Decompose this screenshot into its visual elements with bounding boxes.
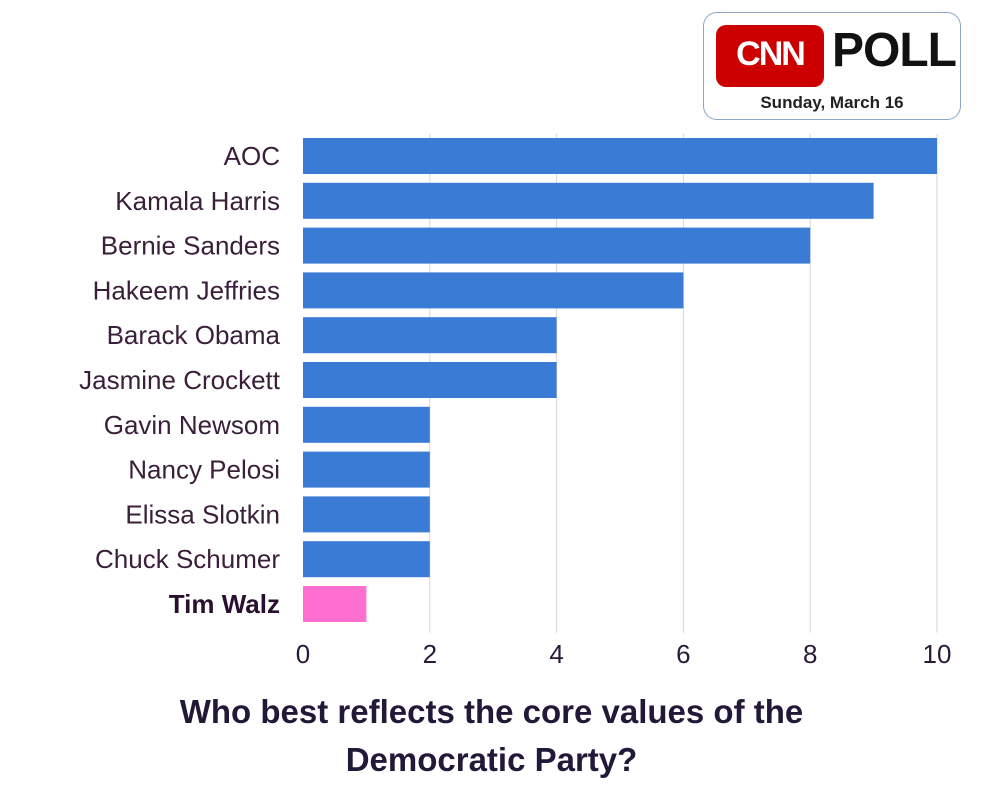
poll-label: POLL (832, 24, 957, 77)
bar-elissa-slotkin (303, 496, 430, 533)
bar-nancy-pelosi (303, 451, 430, 488)
category-label: Tim Walz (169, 589, 280, 619)
bar-jasmine-crockett (303, 362, 557, 398)
bar-chart: AOC Kamala Harris Bernie Sanders Hakeem Jef… (79, 134, 952, 669)
cnn-poll-badge: CNN POLL Sunday, March 16 (703, 12, 961, 120)
category-label: Gavin Newsom (104, 410, 280, 440)
cnn-logo: CNN (716, 25, 824, 87)
bar-aoc (303, 138, 937, 174)
x-tick-label: 2 (423, 639, 437, 669)
poll-date: Sunday, March 16 (760, 93, 904, 112)
chart-title: Who best reflects the core values of the… (0, 688, 983, 784)
chart-title-line-2: Democratic Party? (345, 741, 638, 778)
x-tick-label: 4 (549, 639, 563, 669)
bar-bernie-sanders (303, 227, 811, 264)
category-label: Bernie Sanders (101, 231, 280, 261)
x-tick-label: 8 (803, 639, 817, 669)
category-label: Elissa Slotkin (125, 499, 280, 529)
chart-title-line-1: Who best reflects the core values of the (179, 693, 804, 730)
category-label: Nancy Pelosi (128, 455, 280, 485)
category-label: AOC (224, 141, 280, 171)
category-label: Chuck Schumer (95, 544, 280, 574)
category-label: Hakeem Jeffries (93, 275, 280, 305)
bar-gavin-newsom (303, 406, 430, 443)
category-label: Kamala Harris (115, 186, 280, 216)
cnn-logo-text: CNN (736, 35, 806, 73)
x-tick-label: 10 (923, 639, 952, 669)
bar-tim-walz (303, 586, 367, 622)
category-label: Barack Obama (107, 320, 281, 350)
x-tick-label: 0 (296, 639, 310, 669)
category-label: Jasmine Crockett (79, 365, 281, 395)
bar-barack-obama (303, 317, 557, 354)
bar-kamala-harris (303, 182, 874, 219)
bar-chuck-schumer (303, 541, 430, 578)
bar-hakeem-jeffries (303, 272, 684, 309)
x-tick-label: 6 (676, 639, 690, 669)
